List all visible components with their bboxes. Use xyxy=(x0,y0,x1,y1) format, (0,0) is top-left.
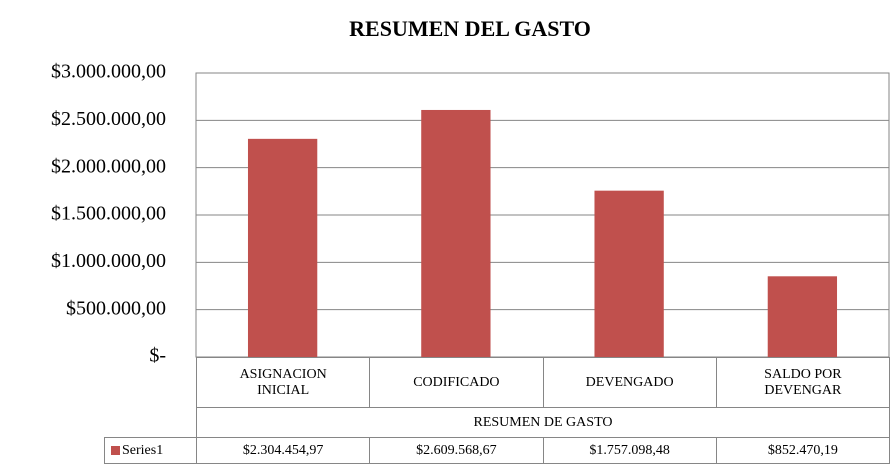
data-label-text: $2.304.454,97 xyxy=(242,442,324,458)
y-tick-label: $2.000.000,00 xyxy=(51,155,166,177)
bar xyxy=(421,109,491,357)
legend-label: Series1 xyxy=(122,442,164,458)
data-label: $2.304.454,97 xyxy=(196,437,371,464)
x-tick-label: DEVENGADO xyxy=(542,357,717,408)
data-label: $1.757.098,48 xyxy=(542,437,717,464)
x-tick-label-text: DEVENGADO xyxy=(585,374,674,390)
y-tick-label: $2.500.000,00 xyxy=(51,108,166,130)
bar xyxy=(594,190,664,357)
y-tick-label: $3.000.000,00 xyxy=(51,61,166,83)
legend-swatch xyxy=(111,446,120,455)
chart-title: RESUMEN DEL GASTO xyxy=(349,16,591,41)
data-label-text: $2.609.568,67 xyxy=(416,442,497,458)
x-tick-label-text: CODIFICADO xyxy=(413,374,500,390)
legend-entry: Series1 xyxy=(104,437,197,464)
x-tick-label: ASIGNACION INICIAL xyxy=(196,357,371,408)
x-tick-label-text: SALDO POR DEVENGAR xyxy=(764,366,842,398)
bar xyxy=(767,276,838,357)
bar xyxy=(247,138,318,357)
y-tick-label: $1.500.000,00 xyxy=(51,203,166,225)
x-tick-label: CODIFICADO xyxy=(369,357,544,408)
x-axis-title: RESUMEN DE GASTO xyxy=(196,407,890,438)
x-axis-title-text: RESUMEN DE GASTO xyxy=(473,414,613,430)
data-label: $852.470,19 xyxy=(715,437,890,464)
data-label-text: $852.470,19 xyxy=(767,442,838,458)
y-tick-label: $500.000,00 xyxy=(66,297,166,319)
y-tick-label: $1.000.000,00 xyxy=(51,250,166,272)
x-tick-label-text: ASIGNACION INICIAL xyxy=(239,366,327,398)
y-tick-label: $- xyxy=(149,345,166,367)
x-tick-label: SALDO POR DEVENGAR xyxy=(715,357,890,408)
data-label: $2.609.568,67 xyxy=(369,437,544,464)
data-label-text: $1.757.098,48 xyxy=(589,442,670,458)
